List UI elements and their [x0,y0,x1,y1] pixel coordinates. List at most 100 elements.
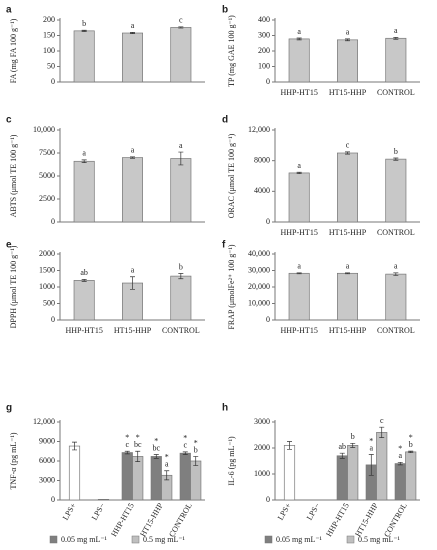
legend-label: 0.05 mg mL⁻¹ [61,535,108,544]
bar [288,272,310,321]
significance-letter: b [351,432,355,441]
bar [73,280,95,321]
significance-star: * [398,444,402,453]
bar [376,432,388,501]
x-tick-label: HT15-HHP [114,326,152,335]
x-tick-label: HT15-HHP [138,501,165,538]
panel-label: c [6,115,12,126]
significance-star: * [165,453,169,462]
y-tick-label: 2000 [39,249,55,258]
x-tick-label: HT15-HHP [353,501,380,538]
significance-star: * [125,433,129,442]
error-bar [345,38,350,42]
bar [121,452,133,501]
error-bar [397,461,403,466]
y-axis-label: FA (mg FA 100 g⁻¹) [9,18,18,83]
y-tick-label: 0 [51,77,55,86]
significance-letter: a [394,26,398,35]
error-bar [81,159,87,164]
significance-star: * [154,436,158,445]
error-bar [393,157,399,161]
significance-letter: ab [80,268,88,277]
significance-letter: c [125,440,129,449]
x-tick-label: LPS+ [276,501,293,522]
bar [347,445,359,501]
y-axis-label: IL-6 (pg mL⁻¹) [227,436,236,486]
y-tick-label: 50 [47,61,55,70]
x-tick-label: CONTROL [382,501,409,538]
significance-letter: bc [152,443,160,452]
bar [385,37,407,83]
y-tick-label: 20,000 [248,282,270,291]
legend-swatch [346,535,355,544]
x-tick-label: CONTROL [377,228,415,237]
y-tick-label: 500 [43,298,55,307]
error-bar [130,32,135,34]
error-bar [296,272,302,275]
y-tick-label: 3000 [254,417,270,426]
significance-star: * [409,433,413,442]
panel-label: e [6,240,12,251]
significance-letter: a [297,27,301,36]
bar [385,158,407,223]
error-bar [81,29,87,32]
significance-letter: b [394,147,398,156]
x-tick-label: HHP-HT15 [280,228,317,237]
bar [170,158,192,223]
error-bar [379,426,385,438]
legend-swatch [131,535,140,544]
y-tick-label: 150 [43,30,55,39]
bar [73,30,95,83]
significance-letter: a [369,443,373,452]
panel-label: g [6,403,12,414]
error-bar [350,442,356,448]
significance-letter: c [346,141,350,150]
bar [73,160,95,223]
y-tick-label: 8000 [254,155,270,164]
y-tick-label: 1000 [254,469,270,478]
y-tick-label: 9000 [39,436,55,445]
bar [394,463,406,501]
legend-swatch [49,535,58,544]
significance-letter: a [394,262,398,271]
y-axis-label: ABTS (μmol TE 100 g⁻¹) [9,134,18,217]
error-bar [368,454,374,476]
error-bar [164,470,170,481]
x-tick-label: CONTROL [167,501,194,538]
significance-letter: bc [134,440,142,449]
panel-label: f [222,240,226,251]
bar [337,152,359,223]
panel-label: d [222,115,228,126]
y-tick-label: 0 [266,495,270,504]
y-tick-label: 400 [258,15,270,24]
bar [68,445,81,501]
bar [337,272,359,321]
y-tick-label: 2500 [39,194,55,203]
error-bar [130,276,135,290]
y-tick-label: 5000 [39,171,55,180]
y-tick-label: 1000 [39,282,55,291]
significance-letter: a [165,460,169,469]
x-tick-label: HHP-HT15 [324,501,350,538]
y-tick-label: 200 [258,46,270,55]
significance-letter: b [409,440,413,449]
error-bar [345,151,350,155]
y-tick-label: 3000 [39,475,55,484]
y-tick-label: 7500 [39,148,55,157]
error-bar [153,454,159,459]
bar [190,460,202,501]
significance-letter: a [179,141,183,150]
significance-letter: c [380,416,384,425]
significance-letter: a [131,266,135,275]
legend-swatch [264,535,273,544]
error-bar [81,279,87,282]
bar [385,273,407,321]
x-tick-label: HT15-HHP [329,228,367,237]
y-tick-label: 2000 [254,443,270,452]
error-bar [345,272,350,275]
y-tick-label: 0 [51,315,55,324]
significance-letter: a [297,262,301,271]
significance-star: * [136,433,140,442]
bar [337,39,359,83]
bar [121,157,143,223]
